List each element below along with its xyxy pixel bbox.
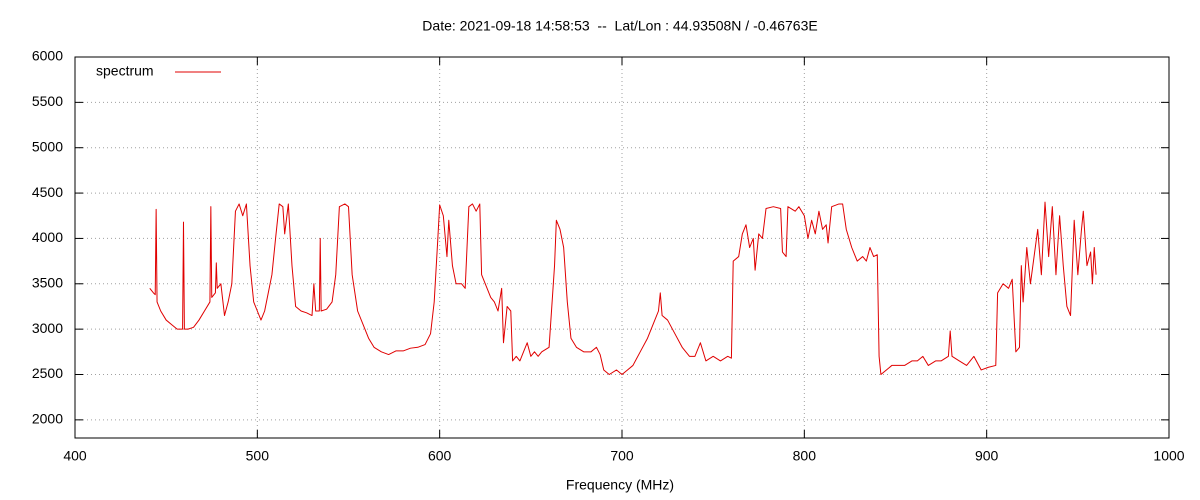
y-tick-label: 4500: [32, 184, 63, 200]
y-tick-label: 5500: [32, 93, 63, 109]
x-axis-label: Frequency (MHz): [566, 477, 674, 493]
y-tick-label: 2500: [32, 365, 63, 381]
y-tick-label: 2000: [32, 411, 63, 427]
x-tick-label: 500: [246, 448, 270, 464]
x-tick-label: 800: [793, 448, 817, 464]
x-tick-label: 1000: [1153, 448, 1184, 464]
x-tick-label: 600: [428, 448, 452, 464]
y-tick-label: 3500: [32, 274, 63, 290]
y-tick-label: 3000: [32, 320, 63, 336]
data-line: [149, 201, 1097, 375]
chart-title: Date: 2021-09-18 14:58:53 -- Lat/Lon : 4…: [422, 18, 817, 34]
y-tick-label: 4000: [32, 229, 63, 245]
y-tick-label: 6000: [32, 48, 63, 64]
x-tick-label: 400: [63, 448, 87, 464]
legend-label: spectrum: [96, 63, 154, 79]
plot-frame: [74, 56, 1170, 439]
y-tick-label: 5000: [32, 138, 63, 154]
x-tick-label: 900: [975, 448, 999, 464]
x-tick-label: 700: [610, 448, 634, 464]
